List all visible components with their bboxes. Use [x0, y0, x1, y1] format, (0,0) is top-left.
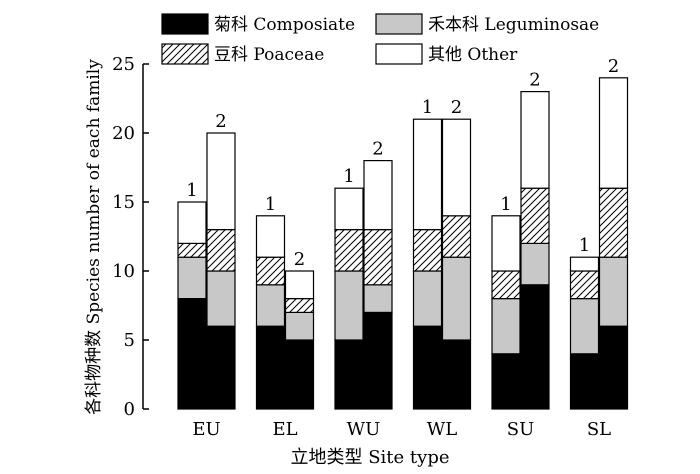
- bar-segment-leguminosae: [441, 256, 472, 341]
- legend: 菊科 Composiate 禾本科 Leguminosae 豆科 Poaceae…: [161, 13, 599, 65]
- bar-number-label: 2: [294, 249, 305, 270]
- bar-segment-composiate: [520, 284, 550, 410]
- bar-number-label: 1: [343, 166, 354, 187]
- bar-segment-leguminosae: [412, 270, 443, 327]
- bar-segment-leguminosae: [598, 256, 629, 327]
- bar-segment-composiate: [412, 325, 443, 410]
- y-tick-label: 20: [112, 123, 135, 144]
- bar-segment-other: [284, 270, 315, 300]
- x-tick-label: WL: [427, 419, 458, 440]
- bar-segment-poaceae: [206, 229, 236, 272]
- bar-segment-composiate: [441, 339, 472, 410]
- x-tick-labels: EU EL WU WL SU SL: [192, 419, 611, 440]
- bar-segment-leguminosae: [177, 256, 207, 300]
- bar-segment-leguminosae: [363, 284, 393, 313]
- bar-segment-poaceae: [441, 215, 472, 258]
- bar-segment-poaceae: [334, 229, 364, 272]
- legend-swatch-composiate: [161, 13, 209, 35]
- bar-segment-leguminosae: [520, 242, 550, 286]
- bar-segment-composiate: [598, 325, 629, 410]
- bar-segment-other: [412, 118, 443, 231]
- bar-number-label: 1: [186, 180, 197, 201]
- bar-segment-leguminosae: [255, 284, 286, 327]
- legend-swatch-other: [375, 43, 423, 65]
- bar-segment-other: [441, 118, 472, 217]
- bar-segment-composiate: [569, 353, 600, 410]
- legend-swatch-poaceae: [161, 43, 209, 65]
- bar-segment-other: [598, 77, 629, 189]
- bar-segment-other: [491, 215, 521, 272]
- bar-number-label: 2: [372, 139, 383, 160]
- bar-segment-poaceae: [412, 229, 443, 272]
- bar-segment-leguminosae: [569, 298, 600, 355]
- bar-number-label: 1: [500, 194, 511, 215]
- bar-segment-other: [520, 90, 550, 189]
- legend-label-other: 其他 Other: [428, 45, 518, 65]
- y-axis: 0 5 10 15 20 25: [112, 54, 149, 420]
- legend-swatch-leguminosae: [375, 13, 423, 35]
- bar-segment-poaceae: [598, 187, 629, 258]
- bar-number-label: 2: [451, 97, 462, 118]
- y-tick-label: 15: [112, 192, 135, 213]
- x-tick-label: EL: [272, 419, 297, 440]
- bar-segment-composiate: [177, 298, 207, 410]
- legend-label-leguminosae: 禾本科 Leguminosae: [428, 15, 599, 35]
- bar-segment-poaceae: [284, 298, 315, 314]
- bar-segment-leguminosae: [206, 270, 236, 327]
- bar-segment-poaceae: [255, 256, 286, 286]
- y-tick-label: 10: [112, 261, 135, 282]
- bar-segment-poaceae: [177, 242, 207, 258]
- x-tick-label: SL: [587, 419, 611, 440]
- y-tick-label: 25: [112, 54, 135, 75]
- bar-segment-poaceae: [520, 187, 550, 244]
- legend-label-poaceae: 豆科 Poaceae: [214, 45, 324, 65]
- x-tick-label: EU: [192, 419, 220, 440]
- bar-segment-poaceae: [569, 270, 600, 300]
- bar-segment-leguminosae: [334, 270, 364, 341]
- bar-segment-poaceae: [491, 270, 521, 300]
- bar-segment-other: [363, 160, 393, 231]
- bar-segment-composiate: [334, 339, 364, 410]
- bar-number-label: 2: [215, 111, 226, 132]
- bar-segment-other: [569, 256, 600, 272]
- bar-number-label: 1: [579, 235, 590, 256]
- bar-number-label: 1: [422, 97, 433, 118]
- bar-segment-leguminosae: [284, 311, 315, 341]
- x-axis-label: 立地类型 Site type: [291, 447, 450, 468]
- bar-segment-composiate: [363, 311, 393, 410]
- bar-segment-poaceae: [363, 229, 393, 286]
- y-axis-label: 各科物种数 Species number of each family: [84, 59, 104, 415]
- bar-segment-composiate: [255, 325, 286, 410]
- bar-segment-composiate: [284, 339, 315, 410]
- y-tick-label: 5: [124, 330, 135, 351]
- bar-number-label: 1: [265, 194, 276, 215]
- bar-number-label: 2: [529, 70, 540, 91]
- bar-segment-other: [177, 201, 207, 245]
- bar-number-label: 2: [608, 56, 619, 77]
- bar-segment-other: [206, 132, 236, 231]
- legend-label-composiate: 菊科 Composiate: [214, 15, 355, 35]
- bar-segment-composiate: [491, 353, 521, 410]
- x-tick-label: SU: [507, 419, 535, 440]
- bar-segment-leguminosae: [491, 298, 521, 355]
- y-tick-label: 0: [124, 399, 135, 420]
- bar-segment-other: [255, 215, 286, 258]
- x-tick-label: WU: [347, 419, 381, 440]
- bar-segment-composiate: [206, 325, 236, 410]
- bar-segment-other: [334, 187, 364, 231]
